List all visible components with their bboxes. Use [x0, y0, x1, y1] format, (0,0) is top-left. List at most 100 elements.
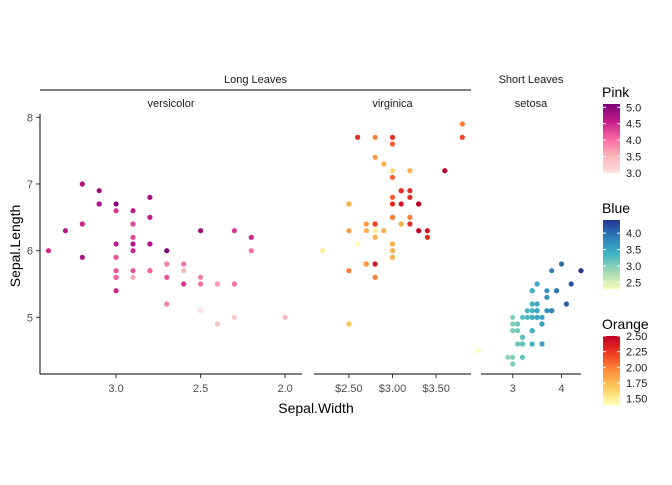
- data-point: [381, 228, 387, 234]
- y-axis-label: Sepal.Length: [7, 205, 23, 288]
- panel-setosa: setosa 3 4: [476, 98, 584, 395]
- y-tick-label: 6: [27, 246, 33, 258]
- legend-colorbar: [603, 220, 620, 289]
- data-point: [534, 308, 540, 314]
- data-point: [130, 274, 136, 280]
- data-point: [96, 201, 102, 207]
- data-point: [529, 308, 535, 314]
- data-point: [113, 274, 119, 280]
- legend-tick-label: 2.5: [626, 277, 641, 289]
- data-point: [363, 221, 369, 227]
- group-strip-label: Long Leaves: [224, 74, 287, 86]
- data-point: [389, 214, 396, 220]
- data-point: [372, 221, 378, 227]
- data-point: [529, 314, 535, 320]
- data-point: [529, 328, 535, 334]
- data-point: [398, 188, 404, 194]
- legend-title: Pink: [602, 84, 630, 100]
- data-point: [529, 301, 535, 307]
- data-point: [130, 268, 136, 274]
- data-point: [389, 174, 396, 180]
- data-point: [510, 354, 516, 360]
- data-point: [398, 201, 404, 207]
- legend-title: Orange: [602, 316, 649, 332]
- x-tick-label: 4: [558, 383, 564, 395]
- data-point: [416, 201, 422, 207]
- data-point: [372, 228, 378, 234]
- group-strip-label: Short Leaves: [499, 74, 564, 86]
- data-point: [363, 261, 369, 267]
- data-point: [549, 308, 555, 314]
- data-point: [346, 228, 352, 234]
- data-point: [407, 194, 413, 200]
- legend-tick-label: 2.50: [626, 331, 647, 343]
- data-point: [164, 301, 170, 307]
- data-point: [442, 168, 448, 174]
- data-point: [372, 134, 378, 140]
- panel-virginica: virginica $2.50 $3.00 $3.50: [314, 98, 471, 395]
- data-point: [130, 248, 136, 254]
- legend-tick-label: 3.5: [626, 245, 641, 257]
- data-point: [519, 314, 526, 320]
- panel-title: virginica: [372, 98, 413, 110]
- data-point: [407, 214, 413, 220]
- data-point: [372, 274, 378, 280]
- legend-tick-label: 5.0: [626, 102, 641, 114]
- x-tick-label: 2.5: [193, 383, 208, 395]
- data-point: [424, 234, 430, 240]
- data-point: [505, 354, 511, 360]
- legend-tick-label: 4.0: [626, 135, 641, 147]
- x-tick-label: $3.00: [379, 383, 407, 395]
- data-point: [231, 314, 237, 320]
- data-point: [529, 341, 535, 347]
- data-point: [519, 354, 526, 360]
- data-point: [113, 268, 119, 274]
- data-point: [198, 274, 204, 280]
- data-point: [363, 228, 369, 234]
- data-point: [549, 268, 555, 274]
- x-tick-label: $2.50: [335, 383, 363, 395]
- data-point: [164, 248, 170, 254]
- data-point: [554, 288, 560, 294]
- facet-panels: versicolor 3.0 2.5 2.0 virginica $2.50 $3.00 $3…: [40, 98, 584, 395]
- data-point: [389, 254, 396, 260]
- data-point: [113, 241, 119, 247]
- data-point: [346, 321, 352, 327]
- legend-tick-label: 3.0: [626, 168, 641, 180]
- data-point: [524, 308, 530, 314]
- data-point: [130, 208, 136, 214]
- legend-tick-label: 3.5: [626, 152, 641, 164]
- y-tick-label: 5: [27, 312, 33, 324]
- data-point: [147, 214, 153, 220]
- data-point: [519, 341, 526, 347]
- data-point: [79, 254, 85, 260]
- data-point: [372, 234, 378, 240]
- legend-tick-label: 3.0: [626, 261, 641, 273]
- legend-colorbar: [603, 336, 620, 405]
- data-point: [424, 228, 430, 234]
- data-point: [389, 134, 396, 140]
- legend-tick-label: 1.50: [626, 394, 647, 406]
- panel-versicolor: versicolor 3.0 2.5 2.0: [40, 98, 302, 395]
- data-point: [534, 301, 540, 307]
- data-point: [248, 248, 254, 254]
- data-point: [524, 314, 530, 320]
- data-point: [214, 321, 221, 327]
- data-point: [79, 221, 85, 227]
- y-tick-label: 8: [27, 112, 33, 124]
- data-point: [62, 228, 68, 234]
- panel-title: setosa: [515, 98, 548, 110]
- data-point: [459, 134, 465, 140]
- x-tick-label: 3.0: [108, 383, 123, 395]
- data-point: [416, 228, 422, 234]
- data-point: [510, 361, 516, 367]
- legend-tick-label: 2.25: [626, 347, 647, 359]
- data-point: [389, 194, 396, 200]
- data-point: [113, 208, 119, 214]
- data-point: [113, 288, 119, 294]
- data-point: [113, 254, 119, 260]
- data-point: [181, 281, 187, 287]
- data-point: [544, 308, 550, 314]
